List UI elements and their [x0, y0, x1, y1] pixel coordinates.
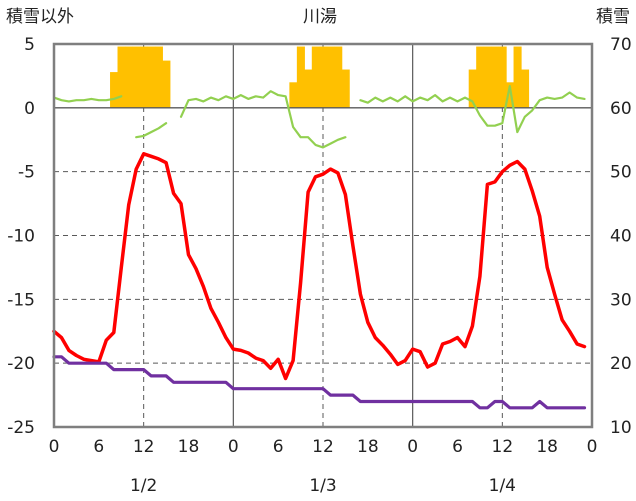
left-tick-label-5: -20 — [7, 354, 35, 374]
right-tick-label-5: 20 — [610, 354, 632, 374]
left-tick-label-3: -10 — [7, 227, 35, 247]
series-wind-line-0 — [52, 95, 123, 103]
x-tick-label-11: 18 — [536, 437, 558, 457]
x-tick-label-9: 6 — [452, 437, 463, 457]
bar-13 — [319, 46, 328, 108]
series-wind-line-3 — [359, 84, 586, 134]
series-snow_depth-line-0 — [52, 355, 587, 410]
series-wind-line-2 — [179, 90, 347, 149]
bar-21 — [491, 46, 500, 108]
left-tick-label-6: -25 — [7, 418, 35, 438]
bar-11 — [304, 69, 313, 108]
bar-5 — [147, 46, 156, 108]
right-tick-label-1: 60 — [610, 99, 632, 119]
bar-19 — [476, 46, 485, 108]
x-tick-label-8: 0 — [407, 437, 418, 457]
header-labels: 積雪以外 川湯 積雪 — [6, 7, 630, 27]
date-label-1: 1/3 — [309, 476, 336, 496]
left-tick-label-1: 0 — [24, 99, 35, 119]
bar-25 — [521, 69, 530, 108]
x-tick-label-3: 18 — [178, 437, 200, 457]
left-tick-label-0: 5 — [24, 35, 35, 55]
x-tick-label-6: 12 — [312, 437, 334, 457]
chart-title: 川湯 — [303, 7, 337, 27]
bar-23 — [506, 82, 515, 108]
left-axis-title: 積雪以外 — [6, 7, 74, 27]
right-tick-label-3: 40 — [610, 227, 632, 247]
x-tick-label-5: 6 — [273, 437, 284, 457]
right-tick-label-6: 10 — [610, 418, 632, 438]
bar-2 — [124, 46, 134, 108]
left-tick-label-4: -15 — [7, 290, 35, 310]
x-tick-label-0: 0 — [49, 437, 60, 457]
bar-16 — [341, 69, 350, 108]
bar-6 — [154, 46, 163, 108]
bar-0 — [110, 72, 119, 108]
bar-22 — [498, 46, 507, 108]
series-wind-line-1 — [135, 122, 168, 139]
bar-24 — [513, 46, 522, 108]
left-tick-label-2: -5 — [18, 163, 35, 183]
right-tick-label-4: 30 — [610, 290, 632, 310]
bar-4 — [139, 46, 149, 108]
bar-7 — [162, 60, 171, 108]
bar-10 — [296, 46, 305, 108]
bar-1 — [117, 46, 126, 108]
plot-frame — [52, 42, 594, 429]
bar-9 — [289, 82, 298, 108]
bar-12 — [311, 46, 320, 108]
x-tick-label-7: 18 — [357, 437, 379, 457]
bar-20 — [483, 46, 492, 108]
right-axis-title: 積雪 — [596, 7, 630, 27]
x-tick-label-1: 6 — [93, 437, 104, 457]
date-label-0: 1/2 — [130, 476, 157, 496]
x-tick-label-12: 0 — [587, 437, 598, 457]
bar-15 — [334, 46, 343, 108]
x-tick-label-2: 12 — [133, 437, 155, 457]
date-label-2: 1/4 — [489, 476, 516, 496]
bar-14 — [326, 46, 335, 108]
bar-18 — [468, 69, 477, 108]
x-tick-label-4: 0 — [228, 437, 239, 457]
bar-3 — [132, 46, 141, 108]
right-tick-label-2: 50 — [610, 163, 632, 183]
right-tick-label-0: 70 — [610, 35, 632, 55]
x-tick-label-10: 12 — [492, 437, 514, 457]
series-temperature-line-0 — [52, 152, 587, 381]
